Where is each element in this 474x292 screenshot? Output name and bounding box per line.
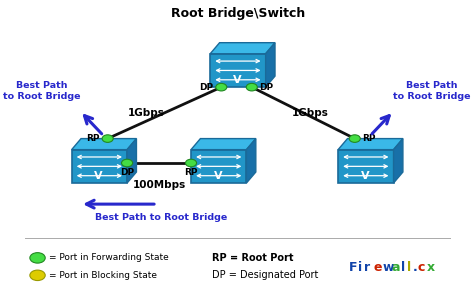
Circle shape: [102, 135, 113, 142]
Text: Best Path
to Root Bridge: Best Path to Root Bridge: [3, 81, 81, 101]
Polygon shape: [265, 43, 275, 87]
Text: l: l: [407, 261, 411, 274]
Text: DP: DP: [200, 83, 214, 92]
Text: DP: DP: [259, 83, 273, 92]
Polygon shape: [72, 139, 137, 150]
Circle shape: [246, 84, 257, 91]
Text: a: a: [392, 261, 401, 274]
Text: w: w: [383, 261, 394, 274]
Text: V: V: [213, 171, 222, 181]
Text: RP: RP: [184, 168, 198, 177]
Text: x: x: [427, 261, 435, 274]
Text: 100Mbps: 100Mbps: [132, 180, 186, 190]
FancyBboxPatch shape: [210, 54, 265, 87]
Circle shape: [349, 135, 360, 142]
Text: 1Gbps: 1Gbps: [128, 107, 164, 118]
Polygon shape: [127, 139, 137, 183]
Text: RP: RP: [86, 134, 100, 143]
FancyBboxPatch shape: [191, 150, 246, 183]
Polygon shape: [338, 139, 403, 150]
FancyBboxPatch shape: [338, 150, 393, 183]
Text: DP = Designated Port: DP = Designated Port: [212, 270, 319, 280]
Text: = Port in Forwarding State: = Port in Forwarding State: [49, 253, 169, 263]
Circle shape: [185, 159, 197, 167]
Text: e: e: [373, 261, 382, 274]
Text: V: V: [233, 75, 241, 85]
Text: Best Path to Root Bridge: Best Path to Root Bridge: [95, 213, 228, 222]
Text: RP: RP: [363, 134, 376, 143]
FancyBboxPatch shape: [72, 150, 127, 183]
Polygon shape: [246, 139, 256, 183]
Text: Best Path
to Root Bridge: Best Path to Root Bridge: [393, 81, 471, 101]
Text: V: V: [361, 171, 369, 181]
Polygon shape: [210, 43, 275, 54]
Text: .: .: [412, 261, 417, 274]
Circle shape: [30, 253, 45, 263]
Circle shape: [121, 159, 133, 167]
Polygon shape: [393, 139, 403, 183]
Text: l: l: [401, 261, 405, 274]
Text: c: c: [418, 261, 425, 274]
Text: RP = Root Port: RP = Root Port: [212, 253, 294, 263]
Text: Firewall.cx: Firewall.cx: [0, 291, 1, 292]
Text: DP: DP: [120, 168, 134, 177]
Text: Root Bridge\Switch: Root Bridge\Switch: [171, 7, 305, 20]
Circle shape: [30, 270, 45, 281]
Text: r: r: [364, 261, 370, 274]
Polygon shape: [191, 139, 256, 150]
Text: i: i: [358, 261, 362, 274]
Circle shape: [216, 84, 227, 91]
Text: F: F: [349, 261, 357, 274]
Text: = Port in Blocking State: = Port in Blocking State: [49, 271, 157, 280]
Text: 1Gbps: 1Gbps: [292, 107, 329, 118]
Text: V: V: [94, 171, 103, 181]
